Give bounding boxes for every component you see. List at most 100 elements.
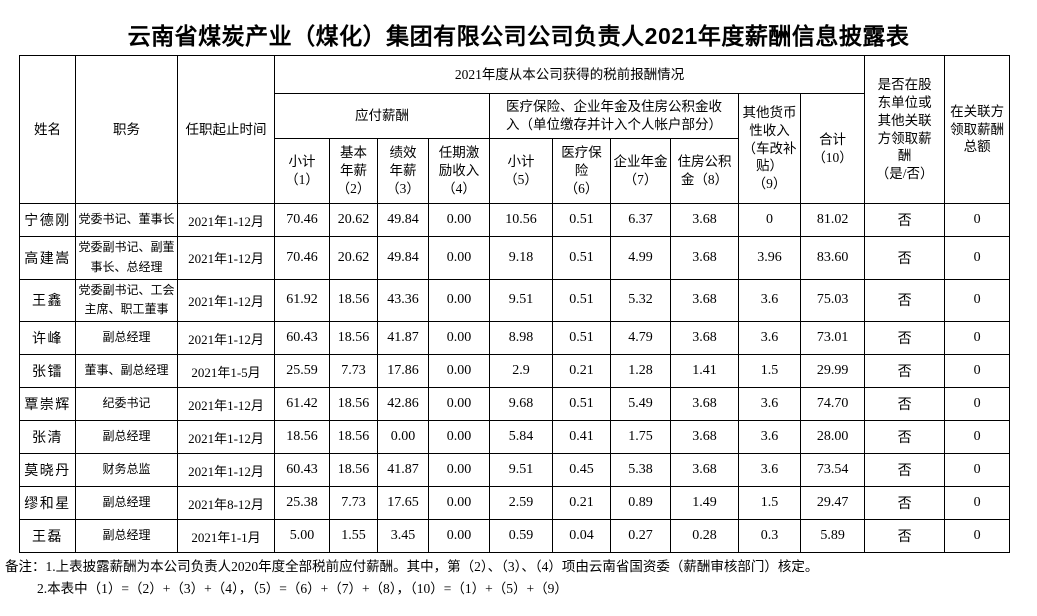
cell-base-salary: 7.73 (329, 486, 378, 521)
header-name: 姓名 (19, 55, 76, 204)
cell-position: 党委书记、董事长 (75, 203, 178, 237)
cell-performance-salary: 42.86 (377, 387, 429, 422)
cell-performance-salary: 0.00 (377, 420, 429, 455)
cell-total: 81.02 (799, 203, 866, 237)
cell-enterprise-annuity: 1.75 (610, 420, 671, 455)
cell-enterprise-annuity: 1.28 (610, 354, 671, 389)
cell-medical-insurance: 0.51 (552, 321, 611, 356)
cell-related-party-total: 0 (944, 278, 1011, 323)
cell-position: 副总经理 (75, 420, 178, 455)
cell-term: 2021年1-12月 (177, 387, 275, 422)
cell-housing-fund: 3.68 (670, 321, 739, 356)
cell-subtotal-1: 25.59 (274, 354, 330, 389)
cell-subtotal-1: 70.46 (274, 203, 330, 237)
cell-housing-fund: 3.68 (670, 453, 739, 488)
cell-related-party-total: 0 (944, 519, 1011, 554)
header-housing-fund: 住房公积 金（8） (670, 138, 739, 204)
cell-housing-fund: 0.28 (670, 519, 739, 554)
cell-tenure-incentive: 0.00 (428, 420, 490, 455)
cell-related-party: 否 (864, 278, 946, 323)
header-related-party: 是否在股 东单位或 其他关联 方领取薪 酬 （是/否） (864, 55, 946, 204)
cell-name: 高建嵩 (19, 236, 76, 280)
cell-other-monetary: 3.6 (738, 387, 801, 422)
header-other-monetary: 其他货币 性收入 （车改补 贴） （9） (738, 93, 801, 204)
cell-total: 73.01 (799, 321, 866, 356)
cell-subtotal-5: 10.56 (489, 203, 553, 237)
cell-housing-fund: 3.68 (670, 387, 739, 422)
cell-subtotal-5: 9.68 (489, 387, 553, 422)
header-base-salary: 基本 年薪 （2） (329, 138, 378, 204)
cell-tenure-incentive: 0.00 (428, 321, 490, 356)
cell-term: 2021年8-12月 (177, 486, 275, 521)
cell-base-salary: 20.62 (329, 236, 378, 280)
cell-term: 2021年1-12月 (177, 420, 275, 455)
cell-name: 王磊 (19, 519, 76, 554)
cell-related-party-total: 0 (944, 486, 1011, 521)
cell-name: 覃崇辉 (19, 387, 76, 422)
cell-position: 党委副书记、副董事长、总经理 (75, 236, 178, 280)
cell-position: 财务总监 (75, 453, 178, 488)
table-row: 莫晓丹 财务总监 2021年1-12月 60.43 18.56 41.87 0.… (19, 453, 1011, 488)
cell-related-party-total: 0 (944, 236, 1011, 280)
cell-term: 2021年1-12月 (177, 321, 275, 356)
cell-related-party: 否 (864, 519, 946, 554)
cell-term: 2021年1-1月 (177, 519, 275, 554)
cell-performance-salary: 49.84 (377, 203, 429, 237)
header-related-party-total: 在关联方 领取薪酬 总额 (944, 55, 1011, 204)
header-position: 职务 (75, 55, 178, 204)
header-enterprise-annuity: 企业年金 （7） (610, 138, 671, 204)
cell-enterprise-annuity: 0.27 (610, 519, 671, 554)
cell-medical-insurance: 0.51 (552, 236, 611, 280)
cell-related-party: 否 (864, 453, 946, 488)
footer-notes: 备注：1.上表披露薪酬为本公司负责人2020年度全部税前应付薪酬。其中，第（2）… (5, 556, 1037, 600)
header-subtotal-5: 小计 （5） (489, 138, 553, 204)
cell-related-party-total: 0 (944, 321, 1011, 356)
cell-base-salary: 18.56 (329, 420, 378, 455)
cell-base-salary: 7.73 (329, 354, 378, 389)
header-total: 合计 （10） (799, 93, 866, 204)
cell-term: 2021年1-5月 (177, 354, 275, 389)
cell-subtotal-1: 18.56 (274, 420, 330, 455)
cell-term: 2021年1-12月 (177, 453, 275, 488)
cell-other-monetary: 3.6 (738, 453, 801, 488)
header-payable-group: 应付薪酬 (274, 93, 490, 139)
cell-name: 王鑫 (19, 278, 76, 323)
cell-subtotal-5: 9.51 (489, 278, 553, 323)
header-medical-insurance: 医疗保险 （6） (552, 138, 611, 204)
cell-tenure-incentive: 0.00 (428, 519, 490, 554)
cell-performance-salary: 17.65 (377, 486, 429, 521)
cell-other-monetary: 0 (738, 203, 801, 237)
cell-performance-salary: 17.86 (377, 354, 429, 389)
cell-medical-insurance: 0.04 (552, 519, 611, 554)
cell-base-salary: 18.56 (329, 387, 378, 422)
table-row: 王磊 副总经理 2021年1-1月 5.00 1.55 3.45 0.00 0.… (19, 519, 1011, 554)
header-row-group: 姓名 职务 任职起止时间 2021年度从本公司获得的税前报酬情况 是否在股 东单… (19, 55, 1011, 204)
cell-other-monetary: 3.6 (738, 278, 801, 323)
table-body: 宁德刚 党委书记、董事长 2021年1-12月 70.46 20.62 49.8… (19, 203, 1011, 554)
note-line-1: 备注：1.上表披露薪酬为本公司负责人2020年度全部税前应付薪酬。其中，第（2）… (5, 559, 819, 575)
cell-tenure-incentive: 0.00 (428, 236, 490, 280)
cell-term: 2021年1-12月 (177, 278, 275, 323)
cell-medical-insurance: 0.51 (552, 278, 611, 323)
cell-medical-insurance: 0.41 (552, 420, 611, 455)
cell-name: 莫晓丹 (19, 453, 76, 488)
cell-position: 副总经理 (75, 519, 178, 554)
cell-total: 74.70 (799, 387, 866, 422)
cell-position: 副总经理 (75, 321, 178, 356)
cell-related-party-total: 0 (944, 420, 1011, 455)
cell-subtotal-1: 70.46 (274, 236, 330, 280)
cell-total: 73.54 (799, 453, 866, 488)
cell-name: 张镭 (19, 354, 76, 389)
cell-related-party: 否 (864, 486, 946, 521)
cell-enterprise-annuity: 5.38 (610, 453, 671, 488)
cell-housing-fund: 3.68 (670, 420, 739, 455)
cell-position: 党委副书记、工会主席、职工董事 (75, 278, 178, 323)
cell-name: 宁德刚 (19, 203, 76, 237)
cell-subtotal-1: 61.92 (274, 278, 330, 323)
cell-enterprise-annuity: 5.32 (610, 278, 671, 323)
table-row: 王鑫 党委副书记、工会主席、职工董事 2021年1-12月 61.92 18.5… (19, 278, 1011, 323)
cell-name: 张清 (19, 420, 76, 455)
cell-position: 副总经理 (75, 486, 178, 521)
cell-performance-salary: 41.87 (377, 321, 429, 356)
